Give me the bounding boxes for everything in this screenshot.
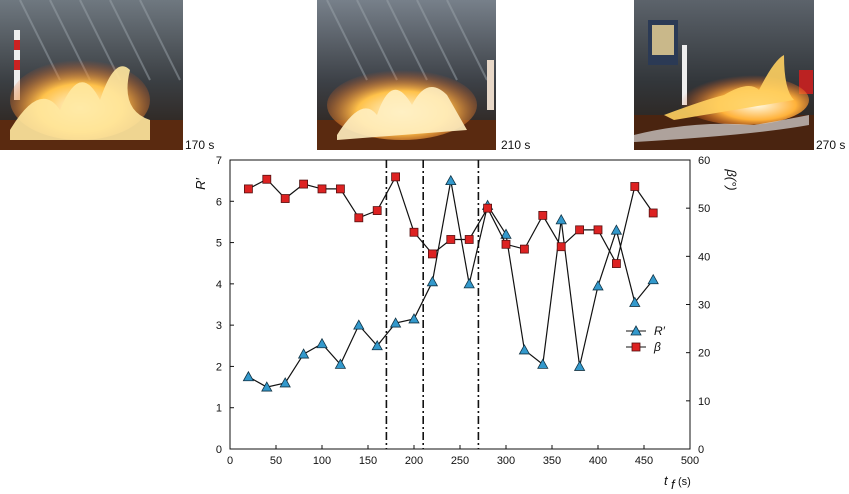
x-tick-label: 50	[270, 455, 282, 467]
x-tick-label: 0	[227, 455, 233, 467]
beta-point	[391, 172, 401, 182]
beta-point	[280, 194, 290, 203]
beta-point	[612, 259, 621, 268]
y-left-tick-label: 4	[216, 279, 222, 291]
legend-label: β	[653, 340, 661, 354]
r-prime-point	[279, 377, 291, 388]
r-prime-point	[629, 296, 641, 307]
y-right-tick-label: 60	[698, 155, 710, 167]
plot-frame	[229, 159, 691, 450]
x-tick-label: 500	[681, 455, 699, 467]
beta-point	[335, 184, 345, 194]
y-left-tick-label: 1	[216, 403, 222, 415]
r-prime-point	[555, 214, 567, 225]
beta-point	[520, 244, 529, 254]
r-prime-point	[463, 278, 475, 289]
r-prime-point	[316, 337, 328, 349]
beta-point	[538, 210, 548, 220]
series-line-square	[248, 175, 654, 266]
r-prime-point	[445, 174, 457, 186]
beta-point	[354, 213, 364, 223]
x-tick-label: 100	[313, 455, 331, 467]
beta-point	[372, 206, 382, 215]
x-tick-label: 250	[451, 455, 469, 467]
r-prime-point	[426, 275, 439, 287]
beta-point	[464, 235, 474, 244]
r-prime-point	[500, 228, 512, 239]
x-tick-label: 300	[497, 455, 515, 467]
fire-photo-210s	[317, 0, 496, 150]
beta-point	[317, 184, 327, 194]
x-tick-label: 400	[589, 455, 607, 467]
y-left-tick-label: 5	[216, 238, 222, 250]
beta-point	[556, 242, 566, 252]
series-line-triangle	[248, 180, 654, 388]
photo-caption-210s: 210 s	[501, 138, 531, 152]
beta-point	[648, 208, 658, 218]
y-right-tick-label: 20	[698, 348, 710, 360]
beta-point	[446, 235, 456, 244]
x-axis-title-subscript: f	[671, 477, 676, 492]
beta-point	[593, 225, 603, 235]
x-tick-label: 350	[543, 455, 561, 467]
x-tick-label: 150	[359, 455, 377, 467]
y-left-tick-label: 3	[216, 320, 222, 332]
legend-beta-swatch	[631, 342, 641, 352]
y-right-tick-label: 10	[698, 396, 710, 408]
x-axis-title: t	[664, 473, 669, 488]
r-prime-point	[573, 360, 586, 371]
y-right-tick-label: 30	[698, 300, 710, 312]
beta-point	[409, 227, 419, 237]
r-prime-point	[353, 319, 365, 330]
beta-point	[427, 249, 437, 259]
r-prime-point	[592, 280, 604, 291]
y-right-tick-label: 50	[698, 203, 710, 215]
r-prime-point	[389, 317, 402, 328]
beta-point	[299, 179, 309, 189]
fire-photo-270s	[634, 0, 814, 150]
r-prime-point	[297, 348, 310, 359]
r-prime-point	[408, 313, 420, 324]
x-tick-label: 450	[635, 455, 653, 467]
y-left-axis-title: R′	[193, 178, 208, 190]
x-tick-label: 200	[405, 455, 423, 467]
y-left-tick-label: 6	[216, 196, 222, 208]
y-right-axis-title: β(°)	[724, 168, 739, 190]
y-left-tick-label: 7	[216, 155, 222, 167]
r-prime-point	[334, 358, 347, 369]
beta-point	[483, 203, 493, 213]
y-right-tick-label: 40	[698, 251, 710, 263]
r-prime-point	[610, 224, 623, 235]
y-right-tick-label: 0	[698, 444, 704, 456]
y-left-tick-label: 0	[216, 444, 222, 456]
legend-label: R′	[654, 324, 666, 338]
beta-point	[630, 182, 640, 191]
beta-point	[262, 174, 272, 184]
r-prime-point	[242, 370, 255, 382]
y-left-tick-label: 2	[216, 361, 222, 373]
r-prime-point	[261, 381, 273, 392]
legend-r-prime-swatch	[630, 325, 642, 336]
photo-caption-270s: 270 s	[816, 138, 846, 152]
beta-point	[575, 225, 584, 235]
beta-point	[243, 184, 253, 194]
x-axis-unit: (s)	[678, 476, 691, 488]
beta-point	[501, 239, 511, 249]
fire-photo-170s	[0, 0, 183, 150]
r-prime-point	[647, 273, 659, 285]
r-prime-point	[518, 344, 531, 355]
photo-caption-170s: 170 s	[185, 138, 215, 152]
r-prime-point	[537, 358, 549, 369]
r-prime-point	[371, 339, 383, 351]
